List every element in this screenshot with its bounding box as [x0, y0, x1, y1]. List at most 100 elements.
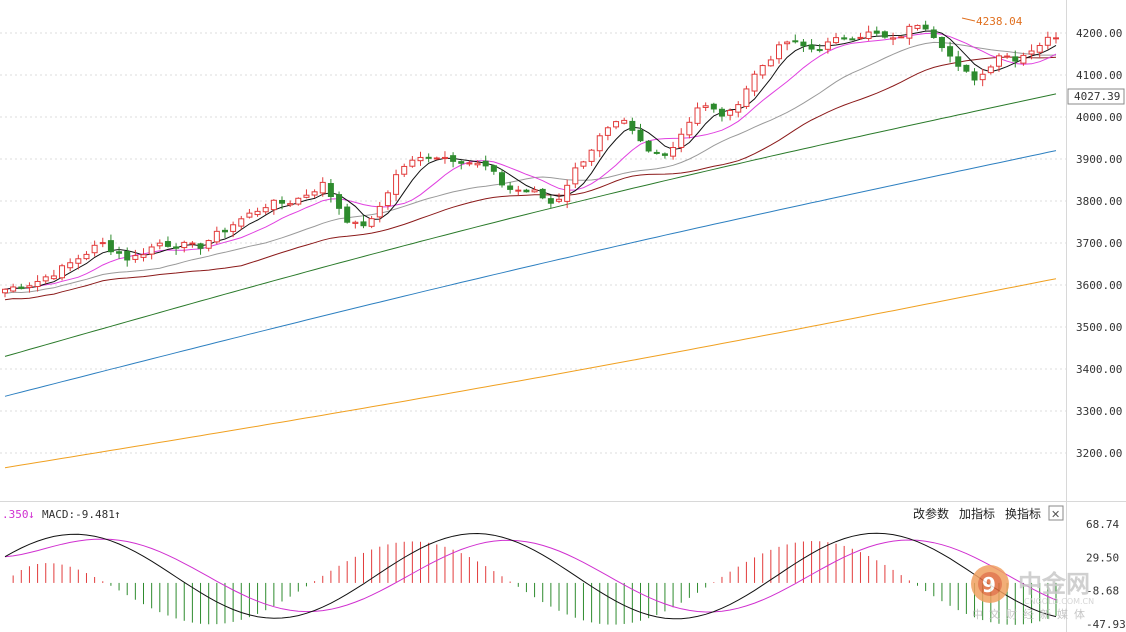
candle-body	[75, 258, 82, 264]
candle-body	[262, 207, 269, 213]
candle-body	[344, 206, 351, 223]
candle-body	[955, 56, 962, 67]
candle-body	[132, 255, 139, 260]
price-tick-label: 3500.00	[1076, 321, 1122, 334]
candle-body	[580, 161, 587, 167]
indicator-toolbar: 改参数 加指标 换指标 ✕	[913, 505, 1064, 521]
candle-body	[221, 229, 228, 233]
candle-body	[181, 241, 188, 249]
price-tick-label: 4100.00	[1076, 69, 1122, 82]
close-button[interactable]	[1048, 505, 1064, 521]
candle-body	[116, 251, 123, 254]
candle-body	[873, 30, 880, 34]
candle-body	[270, 199, 277, 211]
candle-body	[645, 140, 652, 152]
candle-body	[450, 155, 457, 162]
candle-body	[922, 24, 929, 30]
macd-dea-line	[4, 538, 1057, 613]
candle-body	[784, 41, 791, 45]
candle-body	[898, 36, 905, 39]
ma-line-ma250	[4, 278, 1057, 469]
candle-body	[629, 120, 636, 131]
candle-body	[718, 108, 725, 117]
candle-body	[1036, 45, 1043, 53]
candle-body	[824, 41, 831, 50]
candle-body	[572, 167, 579, 185]
price-tick-label: 3200.00	[1076, 447, 1122, 460]
candle-body	[637, 129, 644, 142]
candle-body	[670, 147, 677, 157]
watermark: 9 中金网 CNGOLD.COM.CN 中文财经新媒体	[971, 565, 1094, 621]
candle-body	[433, 157, 440, 160]
candle-body	[107, 240, 114, 253]
candle-body	[352, 221, 359, 224]
close-icon: ✕	[1051, 508, 1060, 521]
current-price-label: 4027.39	[1074, 90, 1120, 103]
candle-body	[368, 218, 375, 227]
macd-down-arrow: ↓	[28, 508, 35, 521]
candle-body	[1053, 37, 1059, 40]
ma-line-ma5	[4, 30, 1057, 290]
candle-body	[531, 189, 538, 193]
candle-body	[10, 286, 17, 292]
candle-body	[490, 165, 497, 172]
candle-body	[474, 162, 481, 166]
macd-tick-label: -8.68	[1086, 584, 1119, 597]
watermark-url: CNGOLD.COM.CN	[1024, 597, 1094, 606]
candle-body	[775, 44, 782, 60]
candle-body	[59, 265, 66, 279]
price-axis: 4200.00 4100.00 4000.00 3900.00 3800.00 3700.…	[1076, 27, 1122, 460]
candle-body	[653, 151, 660, 154]
candle-body	[523, 189, 530, 193]
candle-body	[661, 153, 668, 156]
change-params-button[interactable]: 改参数	[913, 506, 949, 521]
candle-body	[336, 194, 343, 209]
macd-up-arrow: ↑	[114, 508, 121, 521]
moving-average-lines	[4, 30, 1057, 469]
candle-body	[865, 31, 872, 39]
candle-body	[482, 160, 489, 167]
candle-body	[50, 275, 57, 280]
add-indicator-button[interactable]: 加指标	[959, 506, 995, 521]
candle-body	[360, 221, 367, 227]
candle-body	[588, 149, 595, 162]
candle-body	[34, 280, 41, 287]
candle-body	[67, 262, 74, 269]
ma-line-ma60	[4, 93, 1057, 357]
candle-body	[930, 29, 937, 38]
candle-body	[881, 31, 888, 38]
macd-panel	[4, 532, 1057, 625]
candle-body	[759, 65, 766, 76]
candle-body	[441, 156, 448, 159]
switch-indicator-button[interactable]: 换指标	[1005, 506, 1041, 521]
ma-line-ma10	[4, 32, 1057, 290]
macd-axis: 68.74 29.50 -8.68 -47.93	[1086, 518, 1126, 631]
candle-body	[197, 243, 204, 249]
candle-body	[83, 253, 90, 260]
candle-body	[42, 276, 49, 282]
candle-body	[2, 288, 8, 294]
candle-body	[164, 241, 171, 247]
max-label: 4238.04	[976, 15, 1023, 28]
candle-body	[938, 37, 945, 49]
candle-body	[963, 64, 970, 72]
candle-body	[686, 121, 693, 136]
candle-body	[678, 133, 685, 148]
candle-body	[393, 174, 400, 195]
candle-body	[564, 184, 571, 202]
candle-body	[140, 254, 147, 258]
current-price-box: 4027.39	[1067, 88, 1125, 105]
max-marker: 4238.04	[961, 15, 1023, 28]
svg-text:9: 9	[982, 573, 996, 597]
candle-body	[710, 103, 717, 110]
macd-diff-line	[4, 532, 1057, 620]
candle-body	[205, 240, 212, 249]
candle-body	[995, 55, 1002, 67]
candle-body	[1028, 50, 1035, 55]
candle-body	[498, 172, 505, 186]
candle-body	[238, 218, 245, 227]
candle-body	[816, 49, 823, 52]
candle-body	[417, 156, 424, 162]
price-tick-label: 3800.00	[1076, 195, 1122, 208]
candle-body	[287, 203, 294, 206]
